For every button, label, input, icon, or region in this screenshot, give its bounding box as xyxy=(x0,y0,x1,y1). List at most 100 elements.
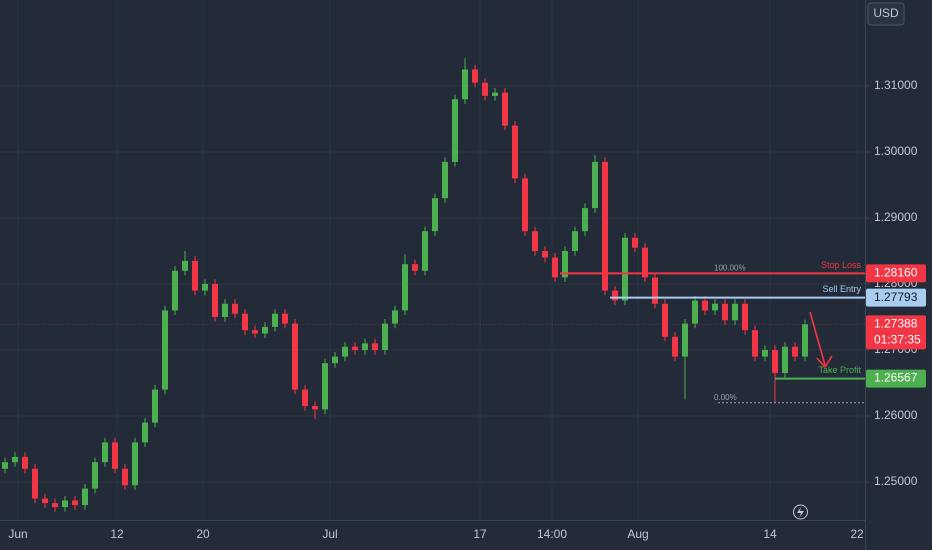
candle-body xyxy=(762,349,768,357)
direction-arrow xyxy=(809,311,833,369)
candle-body xyxy=(402,264,408,311)
candle-body xyxy=(2,462,8,469)
candle-body xyxy=(12,456,18,463)
level-name: Sell Entry xyxy=(822,284,861,294)
candle-body xyxy=(572,231,578,251)
candle-body xyxy=(552,257,558,278)
candle-body xyxy=(202,283,208,291)
candle-body xyxy=(62,500,68,508)
level-name: Stop Loss xyxy=(821,260,862,270)
candle-body xyxy=(292,323,298,390)
x-tick-label: Jul xyxy=(322,527,337,541)
candle-body xyxy=(512,125,518,179)
candle-body xyxy=(792,346,798,357)
candle-body xyxy=(712,303,718,311)
candle-body xyxy=(522,178,528,232)
candle-body xyxy=(702,300,708,311)
candle-body xyxy=(492,92,498,96)
y-tick-label: 1.29000 xyxy=(874,210,918,224)
currency: USD xyxy=(873,6,899,20)
candle-body xyxy=(632,237,638,248)
candle-body xyxy=(592,161,598,209)
currency-box[interactable] xyxy=(867,2,905,26)
x-tick-label: 12 xyxy=(110,527,124,541)
candle-body xyxy=(312,406,318,410)
last-price-label: 1.27388 xyxy=(874,317,918,331)
candle-body xyxy=(242,313,248,331)
candle-body xyxy=(82,488,88,506)
candle-body xyxy=(152,389,158,423)
candle-body xyxy=(782,346,788,374)
candle-body xyxy=(422,231,428,271)
candle-body xyxy=(172,270,178,311)
candle-body xyxy=(362,343,368,350)
candle-body xyxy=(602,161,608,291)
x-tick-label: 14 xyxy=(763,527,777,541)
candle-body xyxy=(672,336,678,357)
candle-body xyxy=(272,313,278,327)
candle-body xyxy=(542,250,548,258)
y-tick-label: 1.30000 xyxy=(874,144,918,158)
candle-body xyxy=(722,303,728,321)
level-badge xyxy=(866,288,926,307)
candle-body xyxy=(642,247,648,278)
candle-body xyxy=(442,161,448,199)
candle-body xyxy=(482,82,488,96)
candle-body xyxy=(802,324,808,357)
candle-body xyxy=(182,260,188,271)
candle-body xyxy=(342,346,348,357)
candle-body xyxy=(742,303,748,331)
fib-label: 100.00% xyxy=(714,264,746,273)
candle-body xyxy=(392,310,398,324)
candle-body xyxy=(72,500,78,506)
level-badge xyxy=(866,264,926,283)
candle-body xyxy=(352,346,358,350)
x-tick-label: Jun xyxy=(8,527,27,541)
fib-label: 0.00% xyxy=(714,393,737,402)
x-tick-label: 22 xyxy=(850,527,864,541)
candle-body xyxy=(102,442,108,463)
x-tick-label: 14:00 xyxy=(537,527,567,541)
candle-body xyxy=(52,503,58,508)
candle-body xyxy=(162,310,168,390)
candle-body xyxy=(652,277,658,304)
y-tick-label: 1.25000 xyxy=(874,474,918,488)
candle-body xyxy=(142,422,148,443)
candle-body xyxy=(562,250,568,278)
level-name: Take Profit xyxy=(818,365,861,375)
candle-body xyxy=(502,92,508,126)
candle-body xyxy=(662,303,668,337)
candle-body xyxy=(322,363,328,410)
candle-body xyxy=(692,300,698,324)
candle-body xyxy=(92,462,98,489)
candle-body xyxy=(612,290,618,301)
candle-body xyxy=(192,260,198,291)
candle-body xyxy=(532,231,538,251)
candle-body xyxy=(22,456,28,469)
level-badge-label: 1.28160 xyxy=(874,266,918,280)
candle-body xyxy=(472,69,478,83)
candle-body xyxy=(752,330,758,357)
candle-body xyxy=(262,326,268,334)
flash-icon-ring xyxy=(793,504,808,520)
x-tick-label: 17 xyxy=(473,527,487,541)
candle-body xyxy=(452,99,458,162)
candle-body xyxy=(252,330,258,334)
last-price-badge xyxy=(866,315,926,350)
candle-body xyxy=(582,208,588,232)
candle-body xyxy=(772,349,778,374)
level-badge-label: 1.27793 xyxy=(874,290,918,304)
level-badge xyxy=(866,369,926,388)
candle-body xyxy=(122,468,128,486)
candle-body xyxy=(212,283,218,317)
y-tick-label: 1.31000 xyxy=(874,78,918,92)
candle-body xyxy=(32,468,38,499)
plot: 1.250001.260001.270001.280001.290001.300… xyxy=(0,58,918,542)
candle-body xyxy=(382,323,388,350)
candle-body xyxy=(432,198,438,232)
candle-body xyxy=(232,303,238,314)
candle-body xyxy=(282,313,288,324)
x-tick-label: Aug xyxy=(627,527,648,541)
